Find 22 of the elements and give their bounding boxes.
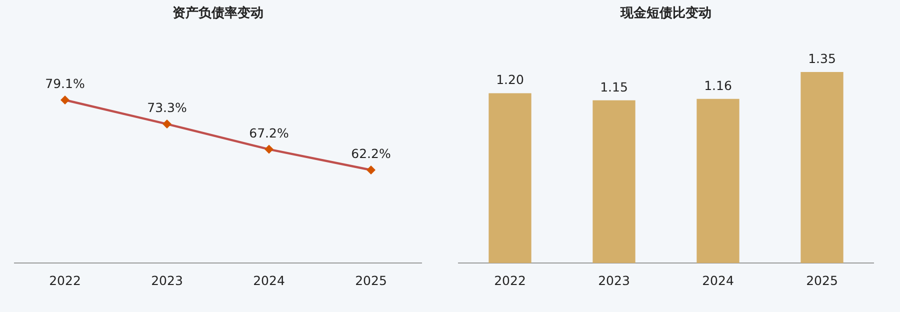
data-label: 1.16	[704, 78, 732, 93]
chart-title: 现金短债比变动	[620, 5, 712, 21]
data-label: 79.1%	[45, 76, 85, 91]
x-tick-label: 2024	[253, 273, 285, 288]
x-tick-label: 2025	[806, 273, 838, 288]
x-tick-label: 2023	[598, 273, 630, 288]
bar	[488, 93, 532, 263]
x-tick-label: 2022	[49, 273, 81, 288]
x-tick-label: 2025	[355, 273, 387, 288]
bar	[800, 72, 844, 263]
x-tick-label: 2023	[151, 273, 183, 288]
bar	[592, 100, 636, 263]
x-tick-label: 2024	[702, 273, 734, 288]
data-label: 1.15	[600, 79, 628, 94]
data-label: 1.20	[496, 72, 524, 88]
data-label: 62.2%	[351, 146, 391, 161]
x-tick-label: 2022	[494, 273, 526, 288]
bar	[696, 98, 740, 263]
chart-title: 资产负债率变动	[172, 5, 264, 21]
data-label: 67.2%	[249, 125, 289, 140]
data-label: 73.3%	[147, 100, 187, 116]
data-label: 1.35	[808, 51, 836, 66]
